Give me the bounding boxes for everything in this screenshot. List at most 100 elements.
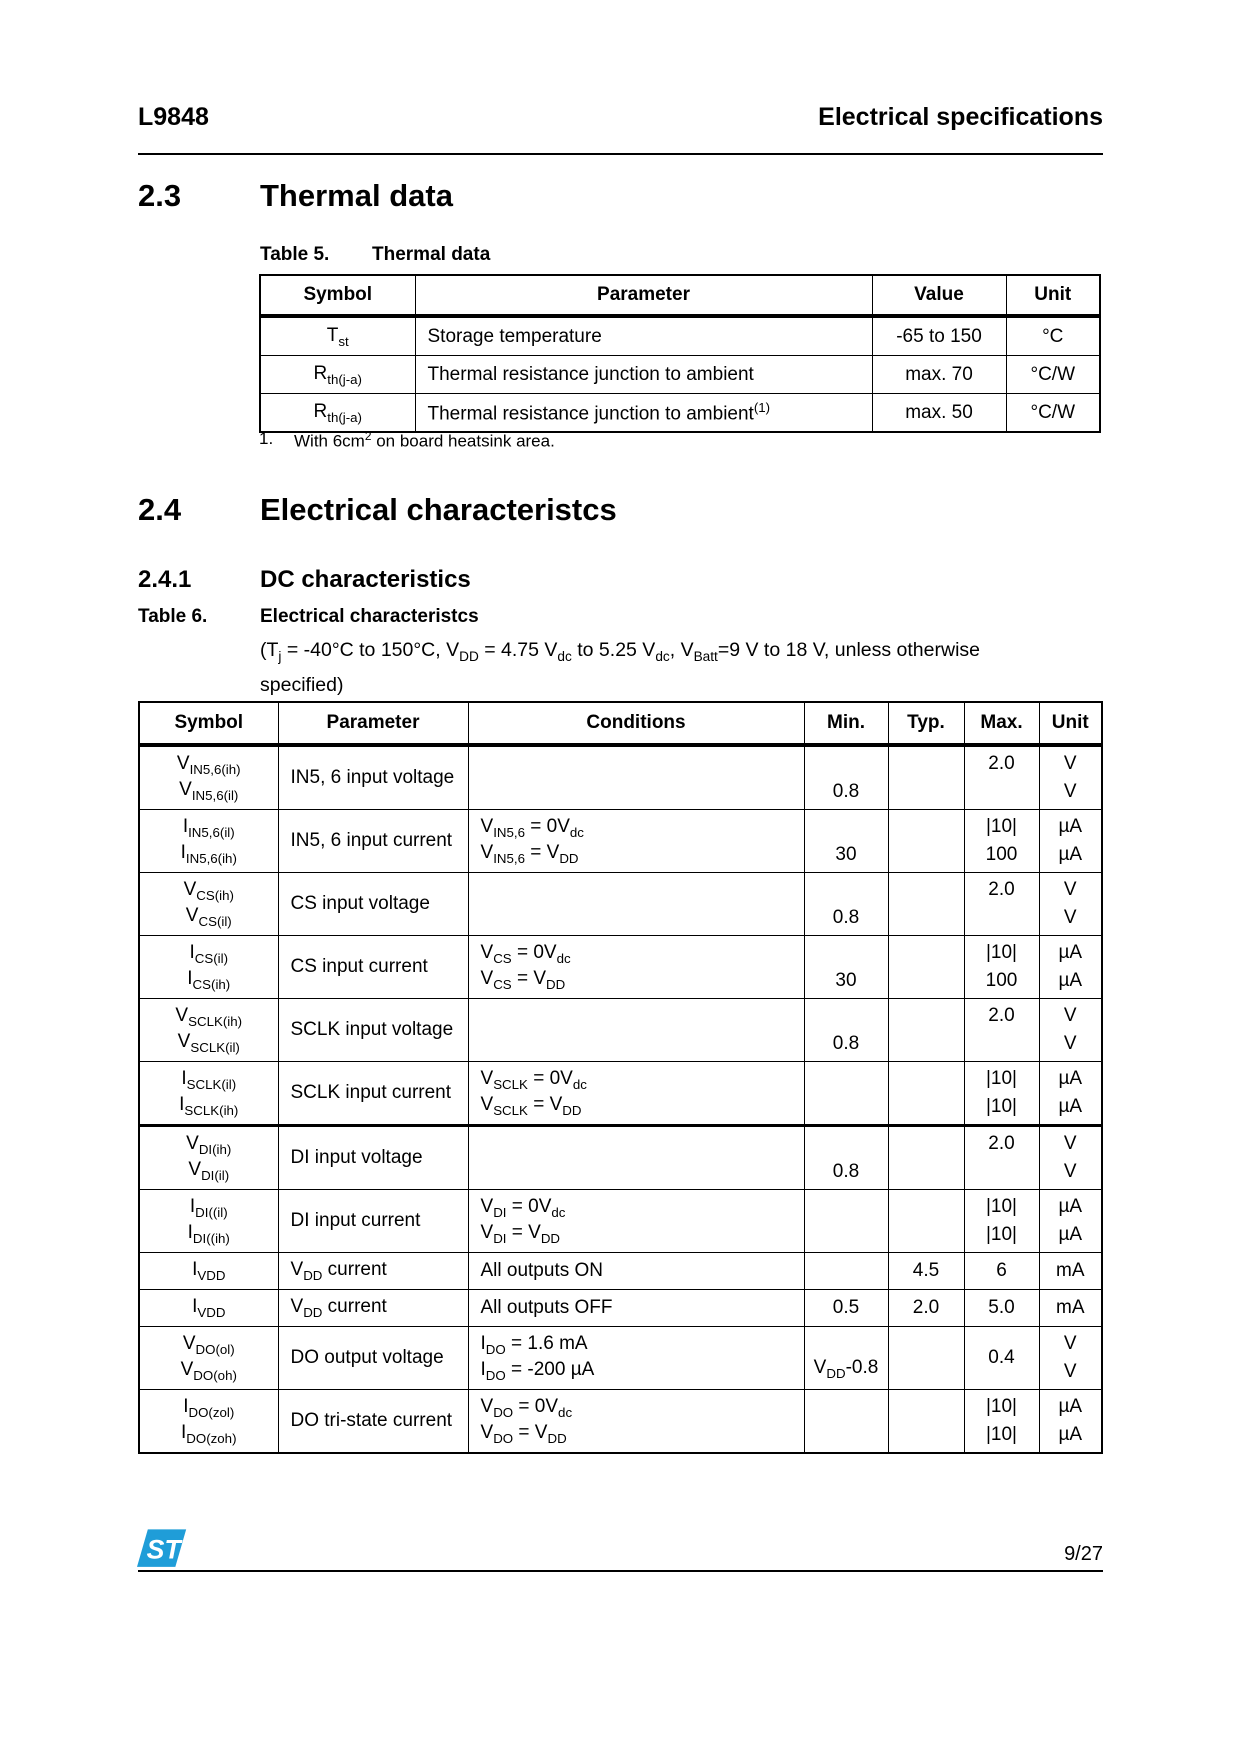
section-number: 2.3 xyxy=(138,178,182,213)
cell-unit: µA µA xyxy=(1038,1189,1103,1253)
cell-max: 2.0 xyxy=(963,1125,1040,1190)
cell-typ xyxy=(887,935,965,999)
cell-min xyxy=(803,1252,889,1290)
cell-symbol: Rth(j-a) xyxy=(259,355,416,394)
table5-caption-label: Table 5. xyxy=(260,244,330,265)
col-header-parameter: Parameter xyxy=(414,274,873,318)
table6-caption-note: (Tj = -40°C to 150°C, VDD = 4.75 Vdc to … xyxy=(260,639,980,696)
cell-value: -65 to 150 xyxy=(871,315,1007,356)
cell-conditions: VSCLK = 0Vdc VSCLK = VDD xyxy=(467,1061,805,1127)
cell-unit: °C/W xyxy=(1005,393,1101,433)
cell-max: 2.0 xyxy=(963,998,1040,1062)
cell-typ xyxy=(887,1125,965,1190)
col-header-value: Value xyxy=(871,274,1007,318)
cell-min: 0.8 xyxy=(803,744,889,810)
col-header-max: Max. xyxy=(963,701,1040,747)
cell-min: 0.8 xyxy=(803,872,889,936)
header-rule xyxy=(138,153,1103,155)
cell-min: 30 xyxy=(803,809,889,873)
col-header-unit: Unit xyxy=(1038,701,1103,747)
table-row: IDI((il) IDI((ih) DI input current VDI = 0V… xyxy=(138,1189,1103,1253)
cell-typ xyxy=(887,998,965,1062)
cell-symbol: ISCLK(il) ISCLK(ih) xyxy=(138,1061,279,1127)
cell-min: 0.8 xyxy=(803,1125,889,1190)
cell-unit: µA µA xyxy=(1038,1389,1103,1454)
section-number: 2.4.1 xyxy=(138,566,192,593)
table-row: VDO(ol) VDO(oh) DO output voltage IDO = 1.6… xyxy=(138,1326,1103,1390)
cell-typ xyxy=(887,809,965,873)
cell-max: |10| |10| xyxy=(963,1389,1040,1454)
cell-max: |10| |10| xyxy=(963,1061,1040,1127)
table-row: VCS(ih) VCS(il) CS input voltage 0.8 2.0 V V xyxy=(138,872,1103,936)
section-title: Electrical characteristcs xyxy=(260,492,617,527)
cell-symbol: VDO(ol) VDO(oh) xyxy=(138,1326,279,1390)
cell-unit: µA µA xyxy=(1038,809,1103,873)
table-row: IVDD VDD current All outputs ON 4.5 6 mA xyxy=(138,1252,1103,1290)
cell-parameter: DI input voltage xyxy=(277,1125,469,1190)
cell-max: 0.4 xyxy=(963,1326,1040,1390)
table5-caption: Table 5. Thermal data xyxy=(260,244,490,266)
cell-conditions: VIN5,6 = 0Vdc VIN5,6 = VDD xyxy=(467,809,805,873)
table-row: VDI(ih) VDI(il) DI input voltage 0.8 2.0 V V xyxy=(138,1125,1103,1190)
cell-parameter: IN5, 6 input current xyxy=(277,809,469,873)
cell-conditions: IDO = 1.6 mA IDO = -200 µA xyxy=(467,1326,805,1390)
st-logo-shape xyxy=(137,1529,187,1567)
cell-conditions: VDI = 0Vdc VDI = VDD xyxy=(467,1189,805,1253)
cell-typ xyxy=(887,1061,965,1127)
header-doc-id: L9848 xyxy=(138,103,209,131)
cell-unit: µA µA xyxy=(1038,1061,1103,1127)
table-row: ICS(il) ICS(ih) CS input current VCS = 0Vdc… xyxy=(138,935,1103,999)
cell-parameter: DO tri-state current xyxy=(277,1389,469,1454)
cell-parameter: VDD current xyxy=(277,1252,469,1290)
table-row: Rth(j-a) Thermal resistance junction to a… xyxy=(259,393,1101,433)
cell-parameter: VDD current xyxy=(277,1289,469,1327)
cell-parameter: CS input current xyxy=(277,935,469,999)
page-number: 9/27 xyxy=(1064,1543,1103,1565)
thermal-data-table: Symbol Parameter Value Unit Tst Storage t… xyxy=(259,274,1101,433)
table5-footnote: 1. With 6cm2 on board heatsink area. xyxy=(259,429,555,452)
cell-typ xyxy=(887,1389,965,1454)
cell-typ xyxy=(887,1189,965,1253)
section-title: DC characteristics xyxy=(260,566,471,593)
table-row: Tst Storage temperature -65 to 150 °C xyxy=(259,315,1101,356)
cell-symbol: ICS(il) ICS(ih) xyxy=(138,935,279,999)
section-heading-dc-characteristics: 2.4.1 DC characteristics xyxy=(138,566,471,594)
table-row: VIN5,6(ih) VIN5,6(il) IN5, 6 input voltage… xyxy=(138,744,1103,810)
cell-parameter: SCLK input voltage xyxy=(277,998,469,1062)
cell-symbol: IDI((il) IDI((ih) xyxy=(138,1189,279,1253)
cell-symbol: VDI(ih) VDI(il) xyxy=(138,1125,279,1190)
table-row: Rth(j-a) Thermal resistance junction to a… xyxy=(259,355,1101,394)
col-header-typ: Typ. xyxy=(887,701,965,747)
table5-caption-title: Thermal data xyxy=(372,244,491,265)
col-header-symbol: Symbol xyxy=(259,274,416,318)
table-row: IDO(zol) IDO(zoh) DO tri-state current VDO … xyxy=(138,1389,1103,1454)
cell-conditions xyxy=(467,998,805,1062)
table6-caption: Table 6. Electrical characteristcs xyxy=(138,606,479,628)
col-header-conditions: Conditions xyxy=(467,701,805,747)
footnote-text: With 6cm2 on board heatsink area. xyxy=(294,429,555,451)
cell-value: max. 50 xyxy=(871,393,1007,433)
cell-symbol: IVDD xyxy=(138,1289,279,1327)
table6-caption-title: Electrical characteristcs xyxy=(260,606,479,627)
page-header: L9848 Electrical specifications xyxy=(138,103,1103,132)
col-header-parameter: Parameter xyxy=(277,701,469,747)
cell-parameter: DI input current xyxy=(277,1189,469,1253)
table-row: ISCLK(il) ISCLK(ih) SCLK input current VSCL… xyxy=(138,1061,1103,1127)
cell-parameter: SCLK input current xyxy=(277,1061,469,1127)
cell-max: |10| 100 xyxy=(963,935,1040,999)
cell-symbol: VIN5,6(ih) VIN5,6(il) xyxy=(138,744,279,810)
cell-symbol: Rth(j-a) xyxy=(259,393,416,433)
cell-min: 0.5 xyxy=(803,1289,889,1327)
cell-parameter: Storage temperature xyxy=(414,315,873,356)
cell-unit: °C xyxy=(1005,315,1101,356)
col-header-unit: Unit xyxy=(1005,274,1101,318)
cell-conditions: VCS = 0Vdc VCS = VDD xyxy=(467,935,805,999)
footer-rule xyxy=(138,1570,1103,1572)
cell-typ xyxy=(887,744,965,810)
cell-symbol: VSCLK(ih) VSCLK(il) xyxy=(138,998,279,1062)
cell-unit: µA µA xyxy=(1038,935,1103,999)
cell-min: 30 xyxy=(803,935,889,999)
